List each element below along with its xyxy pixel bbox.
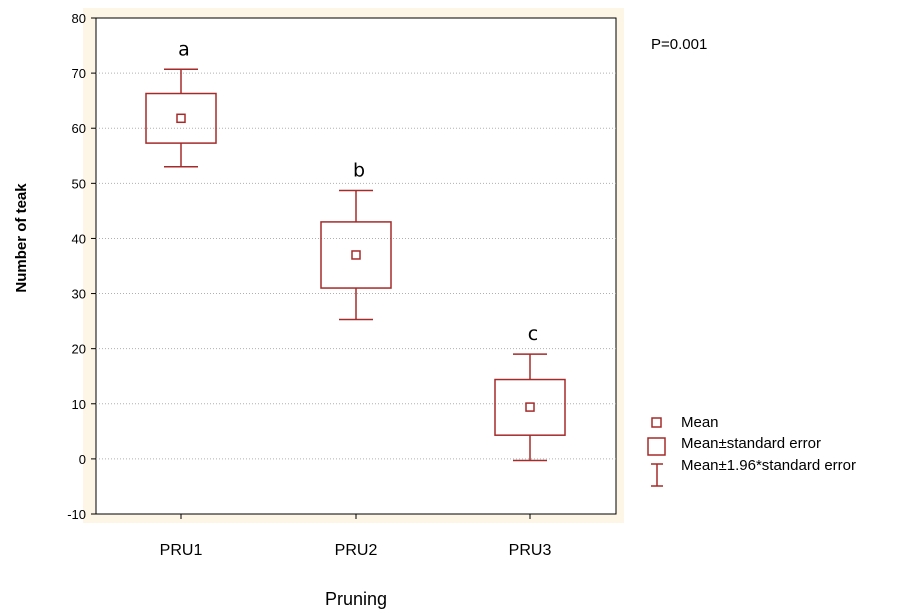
x-tick-label: PRU3 (509, 542, 552, 559)
y-tick-label: -10 (67, 507, 86, 522)
legend-ci-whisker-icon (651, 463, 663, 487)
legend-se-label: Mean±standard error (681, 435, 821, 452)
se-box (145, 92, 217, 144)
mean-marker (525, 402, 535, 412)
y-tick-label: 60 (72, 121, 86, 136)
y-tick-label: 70 (72, 66, 86, 81)
y-tick-label: 50 (72, 176, 86, 191)
mean-marker (176, 113, 186, 124)
x-axis: PRU1 PRU2 PRU3 (160, 514, 552, 559)
legend: Mean Mean±standard error Mean±1.96*stand… (647, 414, 856, 487)
p-value-annotation: P=0.001 (651, 36, 707, 53)
group-letter: b (353, 159, 365, 181)
group-letter: a (178, 38, 190, 60)
y-tick-label: 40 (72, 231, 86, 246)
plot-area (95, 17, 617, 515)
y-axis-title: Number of teak (13, 183, 30, 293)
mean-marker (351, 250, 361, 260)
y-tick-label: 30 (72, 287, 86, 302)
x-tick-label: PRU2 (335, 542, 378, 559)
legend-se-box-icon (647, 437, 666, 456)
y-tick-label: 0 (79, 452, 86, 467)
y-tick-label: 20 (72, 342, 86, 357)
legend-mean-icon (651, 417, 662, 428)
data-groups: a b c (145, 38, 566, 462)
se-box (494, 378, 566, 436)
legend-ci-label: Mean±1.96*standard error (681, 457, 856, 474)
y-tick-label: 10 (72, 397, 86, 412)
se-box (320, 221, 392, 289)
group-pru1: a (145, 38, 217, 168)
x-axis-title: Pruning (325, 589, 387, 609)
y-tick-label: 80 (72, 11, 86, 26)
group-pru2: b (320, 159, 392, 321)
legend-mean-label: Mean (681, 414, 719, 431)
x-tick-label: PRU1 (160, 542, 203, 559)
group-letter: c (528, 323, 538, 345)
group-pru3: c (494, 323, 566, 462)
y-axis: -10 0 10 20 30 40 50 60 70 80 (67, 11, 96, 522)
